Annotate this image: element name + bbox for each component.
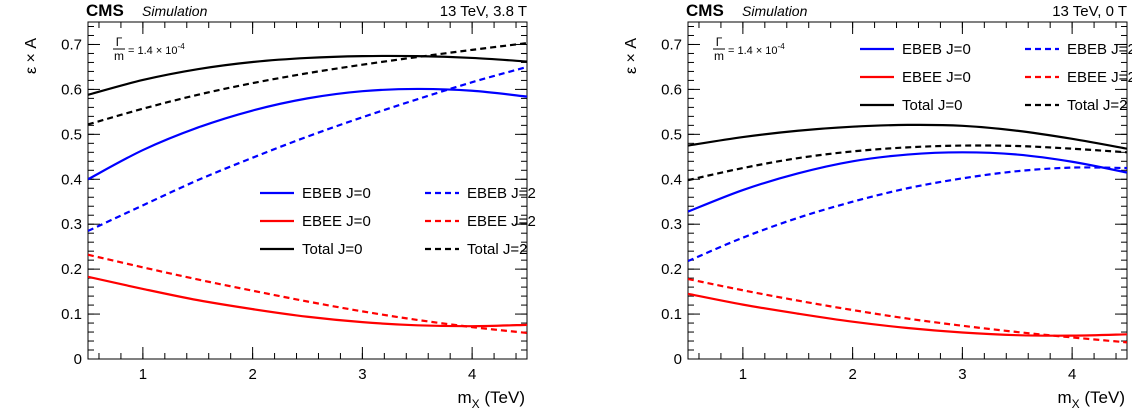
legend-label-ebee-j-2: EBEE J=2 [1067, 69, 1132, 86]
y-tick-label: 0.4 [61, 171, 82, 188]
plot-frame [87, 21, 528, 360]
curves-group [688, 123, 1127, 344]
header-energy: 13 TeV, 3.8 T [440, 3, 527, 20]
annotation-value-base: = 1.4 × 10 [128, 45, 178, 57]
annotation-exponent: -4 [778, 42, 786, 51]
x-tick-label: 3 [358, 366, 366, 383]
y-tick-label: 0.6 [661, 81, 682, 98]
series-line-ebee-j-0 [688, 292, 1127, 337]
header-energy: 13 TeV, 0 T [1052, 3, 1127, 20]
curves-group [88, 42, 527, 335]
y-tick-label: 0.1 [661, 306, 682, 323]
y-tick-label: 0 [74, 351, 82, 368]
x-axis-label-unit: (TeV) [1080, 388, 1125, 407]
plot-frame [687, 21, 1128, 360]
y-tick-label: 0.6 [61, 81, 82, 98]
x-tick-label: 1 [739, 366, 747, 383]
legend-label-ebee-j-0: EBEE J=0 [902, 69, 971, 86]
chart-panel-2: 0 0.1 0.2 0.3 0.4 0.5 0.6 0.7 1 2 3 4 CMS Simulation 1… [623, 1, 1132, 411]
y-tick-label: 0.3 [661, 216, 682, 233]
series-line-ebee-j-2 [88, 253, 527, 335]
x-axis-label-sub: X [472, 397, 480, 411]
header-simulation: Simulation [742, 3, 808, 19]
chart-panel-1: 0 0.1 0.2 0.3 0.4 0.5 0.6 0.7 1 2 3 4 CMS Simulation 1… [23, 1, 536, 411]
y-tick-label: 0.2 [61, 261, 82, 278]
x-axis-label-m: m [1057, 388, 1071, 407]
annotation-exponent: -4 [178, 42, 186, 51]
legend-label-ebeb-j-2: EBEB J=2 [467, 185, 536, 202]
x-tick-label: 1 [139, 366, 147, 383]
series-line-ebeb-j-0 [88, 87, 527, 181]
legend-label-ebee-j-0: EBEE J=0 [302, 213, 371, 230]
annotation-value: = 1.4 × 10-4 [728, 42, 785, 57]
y-tick-label: 0.2 [661, 261, 682, 278]
y-tick-label: 0.5 [61, 126, 82, 143]
header-cms: CMS [686, 1, 724, 20]
y-tick-label: 0.3 [61, 216, 82, 233]
series-line-ebeb-j-2 [688, 166, 1127, 263]
annotation-m: m [114, 49, 124, 63]
x-axis-label-sub: X [1072, 397, 1080, 411]
header-simulation: Simulation [142, 3, 208, 19]
x-axis-label-m: m [457, 388, 471, 407]
y-tick-label: 0.1 [61, 306, 82, 323]
annotation-value-base: = 1.4 × 10 [728, 45, 778, 57]
series-line-total-j-0 [88, 54, 527, 96]
y-tick-label: 0.5 [661, 126, 682, 143]
legend-label-ebeb-j-0: EBEB J=0 [302, 185, 371, 202]
y-axis-label: ε × A [623, 38, 640, 74]
legend-label-total-j-2: Total J=2 [467, 241, 527, 258]
series-line-ebee-j-2 [688, 277, 1127, 344]
legend-label-total-j-0: Total J=0 [902, 97, 962, 114]
annotation-m: m [714, 49, 724, 63]
y-tick-label: 0.4 [661, 171, 682, 188]
series-line-ebeb-j-2 [88, 65, 527, 232]
x-tick-label: 4 [1068, 366, 1076, 383]
x-tick-label: 4 [468, 366, 476, 383]
y-tick-label: 0.7 [661, 36, 682, 53]
legend-label-total-j-0: Total J=0 [302, 241, 362, 258]
legend-label-ebee-j-2: EBEE J=2 [467, 213, 536, 230]
legend-label-total-j-2: Total J=2 [1067, 97, 1127, 114]
annotation-gamma: Γ [716, 35, 723, 49]
series-line-total-j-0 [688, 123, 1127, 150]
series-line-total-j-2 [88, 42, 527, 126]
y-axis-label: ε × A [23, 38, 40, 74]
x-axis-label: mX (TeV) [457, 388, 525, 411]
header-cms: CMS [86, 1, 124, 20]
y-tick-label: 0 [674, 351, 682, 368]
x-tick-label: 2 [848, 366, 856, 383]
series-line-total-j-2 [688, 144, 1127, 182]
legend-label-ebeb-j-0: EBEB J=0 [902, 41, 971, 58]
legend-label-ebeb-j-2: EBEB J=2 [1067, 41, 1132, 58]
annotation-gamma: Γ [116, 35, 123, 49]
x-tick-label: 2 [248, 366, 256, 383]
x-axis-label-unit: (TeV) [480, 388, 525, 407]
annotation-value: = 1.4 × 10-4 [128, 42, 185, 57]
x-tick-label: 3 [958, 366, 966, 383]
series-line-ebeb-j-0 [688, 151, 1127, 213]
x-axis-label: mX (TeV) [1057, 388, 1125, 411]
y-tick-label: 0.7 [61, 36, 82, 53]
